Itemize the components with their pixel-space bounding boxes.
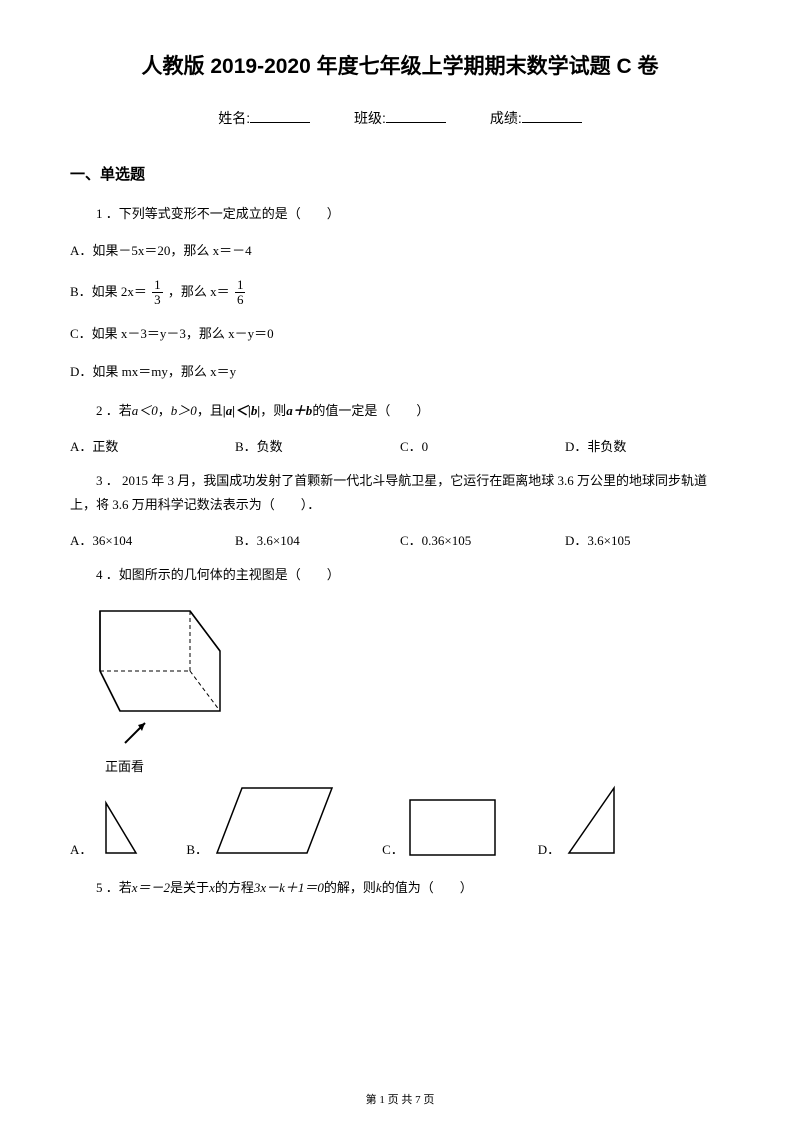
q2-option-c: C．0	[400, 436, 565, 455]
score-label: 成绩:	[490, 110, 522, 126]
q2-option-a: A．正数	[70, 436, 235, 455]
q2-abs: |a|＜|b|	[223, 403, 260, 418]
q1b-fraction1: 1 3	[150, 278, 165, 308]
section-heading: 一、单选题	[70, 163, 730, 184]
page-footer: 第 1 页 共 7 页	[0, 1091, 800, 1107]
q1b-f2-den: 6	[235, 293, 246, 307]
q4b-label: B．	[186, 839, 208, 858]
q2-cond2: b＞0	[171, 403, 197, 418]
q4-option-c: C．	[382, 798, 498, 858]
q1b-f2-num: 1	[235, 278, 246, 293]
parallelogram-icon	[212, 783, 342, 858]
q1-option-c: C．如果 x－3＝y－3，那么 x－y＝0	[70, 322, 730, 347]
class-blank	[386, 122, 446, 123]
q3-options: A．36×104 B．3.6×104 C．0.36×105 D．3.6×105	[70, 530, 730, 549]
name-blank	[250, 122, 310, 123]
score-blank	[522, 122, 582, 123]
q2-option-d: D．非负数	[565, 436, 730, 455]
q5-mid2: 的方程	[215, 880, 254, 895]
q4-option-d: D．	[538, 783, 624, 858]
q1b-mid: ，那么 x＝	[168, 284, 230, 299]
q1-stem: 1 ．下列等式变形不一定成立的是（ ）	[70, 202, 730, 225]
q1-option-b: B．如果 2x＝ 1 3 ，那么 x＝ 1 6	[70, 278, 730, 308]
q3-option-a: A．36×104	[70, 530, 235, 549]
q2-cond1: a＜0	[132, 403, 158, 418]
class-label: 班级:	[354, 110, 386, 126]
name-label: 姓名:	[218, 110, 250, 126]
q4-stem: 4 ．如图所示的几何体的主视图是（ ）	[70, 563, 730, 586]
q2-options: A．正数 B．负数 C．0 D．非负数	[70, 436, 730, 455]
rectangle-icon	[408, 798, 498, 858]
q4d-label: D．	[538, 839, 560, 858]
q5-eq2: 3x－k＋1＝0	[254, 880, 324, 895]
q4-caption: 正面看	[105, 756, 730, 775]
page-title: 人教版 2019-2020 年度七年级上学期期末数学试题 C 卷	[70, 50, 730, 80]
q2-mid2: ，且	[197, 403, 223, 418]
student-info-line: 姓名: 班级: 成绩:	[70, 108, 730, 128]
triangle-a-icon	[96, 798, 146, 858]
q3-option-b: B．3.6×104	[235, 530, 400, 549]
q5-prefix: 5 ．若	[96, 880, 132, 895]
q1b-fraction2: 1 6	[233, 278, 248, 308]
q2-option-b: B．负数	[235, 436, 400, 455]
q3-option-c: C．0.36×105	[400, 530, 565, 549]
q2-stem: 2 ．若a＜0，b＞0，且|a|＜|b|，则a＋b的值一定是（ ）	[70, 399, 730, 422]
q1-option-a: A．如果－5x＝20，那么 x＝－4	[70, 239, 730, 264]
q2-sum: a＋b	[286, 403, 312, 418]
q1b-f1-num: 1	[152, 278, 163, 293]
q2-suffix: 的值一定是（ ）	[312, 403, 429, 418]
q5-eq1: x＝－2	[132, 880, 170, 895]
prism-icon	[90, 601, 230, 751]
q4-option-a: A．	[70, 798, 146, 858]
q5-stem: 5 ．若x＝－2是关于x的方程3x－k＋1＝0的解，则k的值为（ ）	[70, 876, 730, 899]
q5-suffix: 的值为（ ）	[382, 880, 473, 895]
q2-mid3: ，则	[260, 403, 286, 418]
q1b-f1-den: 3	[152, 293, 163, 307]
q5-mid1: 是关于	[170, 880, 209, 895]
triangle-d-icon	[564, 783, 624, 858]
q1-option-d: D．如果 mx＝my，那么 x＝y	[70, 360, 730, 385]
q2-prefix: 2 ．若	[96, 403, 132, 418]
q4-options: A． B． C． D．	[70, 783, 730, 858]
q4c-label: C．	[382, 839, 404, 858]
q4a-label: A．	[70, 839, 92, 858]
q3-stem: 3 ． 2015 年 3 月，我国成功发射了首颗新一代北斗导航卫星，它运行在距离…	[70, 469, 730, 516]
q1b-prefix: B．如果 2x＝	[70, 284, 147, 299]
q2-mid1: ，	[158, 403, 171, 418]
q4-option-b: B．	[186, 783, 342, 858]
q4-figure: 正面看	[90, 601, 730, 775]
q5-mid3: 的解，则	[324, 880, 376, 895]
q3-option-d: D．3.6×105	[565, 530, 730, 549]
